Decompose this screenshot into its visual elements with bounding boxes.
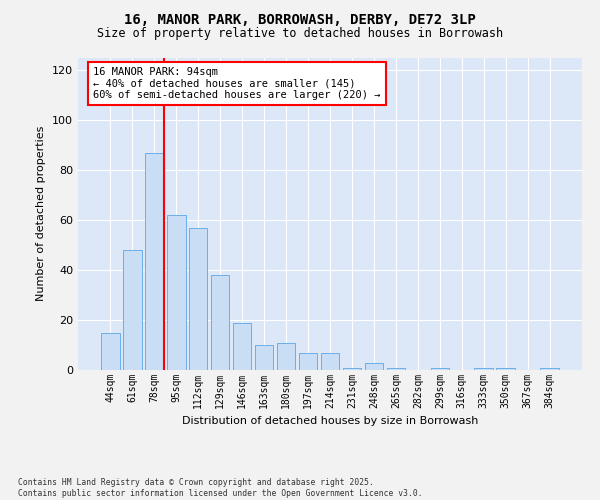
Bar	[299, 352, 317, 370]
Bar	[365, 362, 383, 370]
Bar	[233, 322, 251, 370]
Bar	[320, 352, 340, 370]
Bar	[386, 368, 405, 370]
Bar	[211, 275, 229, 370]
Bar	[496, 368, 515, 370]
Text: Size of property relative to detached houses in Borrowash: Size of property relative to detached ho…	[97, 28, 503, 40]
Bar	[145, 152, 164, 370]
Text: 16, MANOR PARK, BORROWASH, DERBY, DE72 3LP: 16, MANOR PARK, BORROWASH, DERBY, DE72 3…	[124, 12, 476, 26]
Bar	[123, 250, 142, 370]
Bar	[475, 368, 493, 370]
Text: Contains HM Land Registry data © Crown copyright and database right 2025.
Contai: Contains HM Land Registry data © Crown c…	[18, 478, 422, 498]
Bar	[541, 368, 559, 370]
Bar	[343, 368, 361, 370]
Text: 16 MANOR PARK: 94sqm
← 40% of detached houses are smaller (145)
60% of semi-deta: 16 MANOR PARK: 94sqm ← 40% of detached h…	[93, 67, 380, 100]
Bar	[167, 215, 185, 370]
Bar	[431, 368, 449, 370]
Bar	[101, 332, 119, 370]
Y-axis label: Number of detached properties: Number of detached properties	[37, 126, 46, 302]
Bar	[189, 228, 208, 370]
Bar	[277, 342, 295, 370]
Bar	[255, 345, 274, 370]
X-axis label: Distribution of detached houses by size in Borrowash: Distribution of detached houses by size …	[182, 416, 478, 426]
